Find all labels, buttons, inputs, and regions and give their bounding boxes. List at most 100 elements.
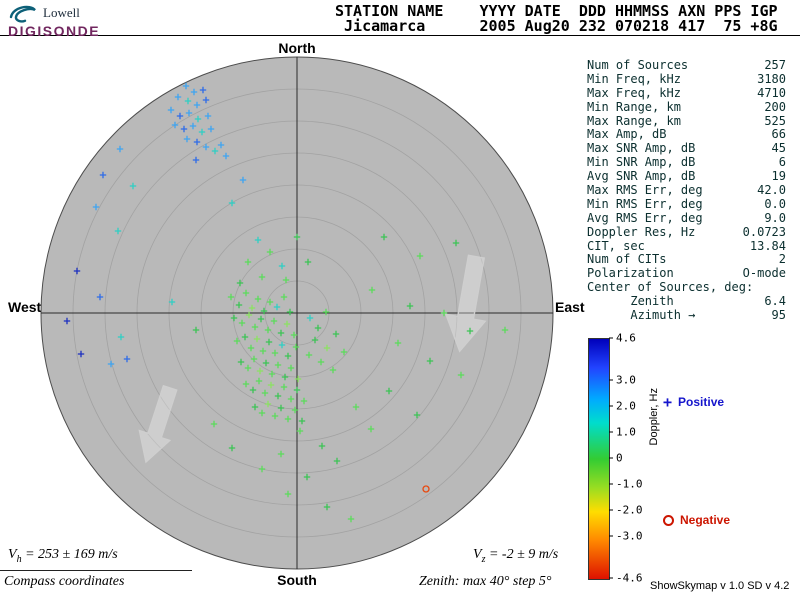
skymap-point [199, 86, 207, 94]
stat-value: O-mode [742, 266, 786, 281]
skymap-point [271, 412, 279, 420]
skymap-point [278, 341, 286, 349]
colorbar-tick: -1.0 [609, 478, 643, 491]
skymap-point [244, 364, 252, 372]
stat-row: Max Range, km 525 [587, 113, 786, 129]
horizontal-velocity-readout: Vh = 253 ± 169 m/s [8, 547, 118, 565]
colorbar-tick-label: -1.0 [616, 477, 643, 491]
colorbar-tick-mark [609, 535, 613, 537]
stat-label: Avg RMS Err, deg [587, 210, 703, 225]
stat-row: Polarization O-mode [587, 266, 786, 281]
skymap-point [227, 293, 235, 301]
skymap-point [304, 258, 312, 266]
colorbar-tick: 3.0 [609, 373, 636, 386]
skymap-point [236, 279, 244, 287]
compass-label-north: North [278, 40, 316, 56]
stat-label: CIT, sec [587, 238, 645, 253]
skymap-point [298, 417, 306, 425]
skymap-point [287, 364, 295, 372]
skymap-point [329, 366, 337, 374]
colorbar-tick-mark [609, 457, 613, 459]
skymap-point [171, 121, 179, 129]
station-header-columns: STATION NAME YYYY DATE DDD HHMMSS AXN PP… [335, 2, 778, 20]
stat-value: 66 [771, 127, 786, 142]
stat-value: 42.0 [757, 183, 786, 198]
stat-label: Azimuth → [587, 308, 696, 323]
stat-label: Num of Sources [587, 58, 689, 72]
colorbar-tick-label: 3.0 [616, 373, 636, 387]
stat-value: 6.4 [764, 294, 786, 309]
skymap-point [318, 442, 326, 450]
skymap-point [193, 138, 201, 146]
skymap-point [192, 326, 200, 334]
skymap-point [256, 367, 264, 375]
stat-value: 6 [778, 155, 786, 170]
skymap-point [259, 347, 267, 355]
skymap-point [247, 344, 255, 352]
skymap-point [250, 355, 258, 363]
skymap-point [440, 309, 448, 317]
skymap-point [300, 397, 308, 405]
skymap-point [198, 128, 206, 136]
skymap-point [261, 389, 269, 397]
header-divider [0, 35, 800, 36]
skymap-point [228, 444, 236, 452]
skymap-point [73, 267, 81, 275]
vh-value: = 253 ± 169 m/s [21, 547, 118, 562]
colorbar-tick-label: -2.0 [616, 503, 643, 517]
skymap-point [293, 233, 301, 241]
skymap-point [347, 515, 355, 523]
vh-subscript: h [16, 553, 22, 565]
stat-row: Avg RMS Err, deg 9.0 [587, 210, 786, 226]
skymap-point [211, 147, 219, 155]
skymap-point [306, 314, 314, 322]
skymap-point [314, 324, 322, 332]
skymap-point [255, 377, 263, 385]
skymap-point [311, 336, 319, 344]
stat-row: Min RMS Err, deg 0.0 [587, 197, 786, 212]
skymap-point [117, 333, 125, 341]
stats-panel: Num of Sources 257 Min Freq, kHz 3180 Max Fr… [587, 58, 786, 323]
skymap-point [280, 383, 288, 391]
skymap-point [274, 392, 282, 400]
skymap-point [244, 258, 252, 266]
colorbar-tick: -2.0 [609, 504, 643, 517]
stat-row: Azimuth → 95 [587, 308, 786, 323]
stat-row: Doppler Res, Hz 0.0723 [587, 224, 786, 240]
colorbar-tick-label: 0 [616, 451, 623, 465]
footer-divider [0, 570, 192, 571]
skymap-point [242, 380, 250, 388]
stat-row: Num of CITs 2 [587, 253, 786, 267]
skymap-point [238, 319, 246, 327]
skymap-point [340, 348, 348, 356]
stat-row: Max Amp, dB 66 [587, 128, 786, 142]
stat-label: Max Amp, dB [587, 127, 667, 142]
skymap-point [189, 122, 197, 130]
stat-label: Max Freq, kHz [587, 85, 681, 100]
skymap-point [114, 227, 122, 235]
stat-row: Max Freq, kHz 4710 [587, 85, 786, 101]
skymap-point [368, 286, 376, 294]
skymap-point [182, 82, 190, 90]
colorbar-tick: 4.6 [609, 332, 636, 345]
drift-arrows [138, 254, 487, 464]
skymap-point [284, 490, 292, 498]
skymap-point [380, 233, 388, 241]
skymap-point [168, 298, 176, 306]
colorbar-tick: -3.0 [609, 530, 643, 543]
stat-row: CIT, sec 13.84 [587, 238, 786, 254]
skymap-point [123, 355, 131, 363]
vz-symbol: V [473, 547, 482, 562]
skymap-point [332, 330, 340, 338]
colorbar-tick-label: 2.0 [616, 399, 636, 413]
stat-label: Doppler Res, Hz [587, 224, 696, 239]
skymap-point [267, 381, 275, 389]
skymap-point [271, 349, 279, 357]
skymap-point [190, 88, 198, 96]
stat-label: Polarization [587, 266, 674, 281]
colorbar-tick: 0 [609, 452, 623, 465]
positive-marker-icon: + [663, 393, 673, 411]
stat-value: 525 [764, 113, 786, 128]
stat-label: Center of Sources, deg: [587, 280, 754, 295]
